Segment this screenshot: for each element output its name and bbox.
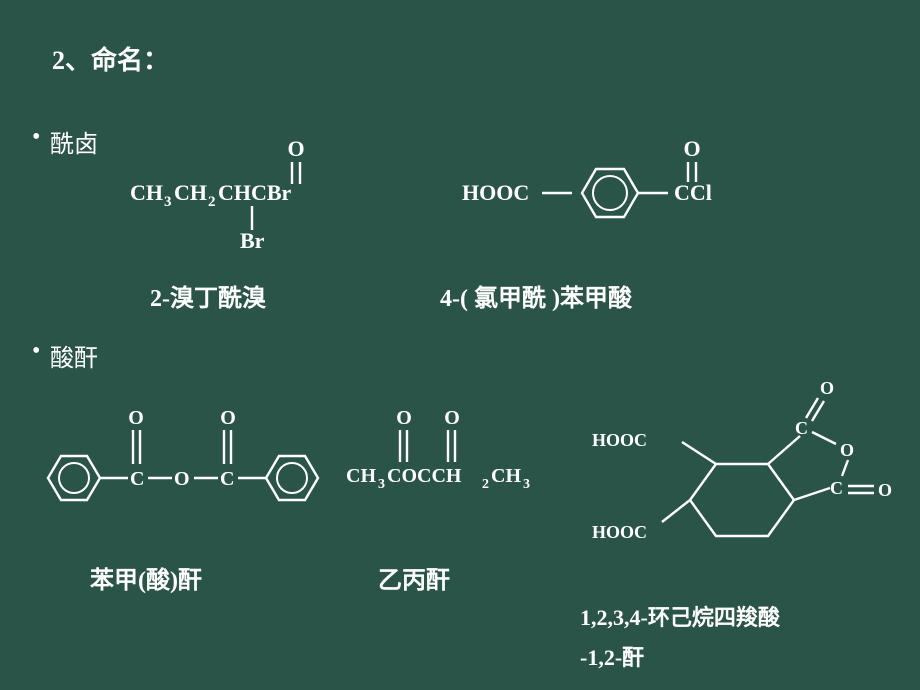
svg-text:O: O (878, 480, 892, 500)
structure-c1: O CH 3 CH 2 CHCBr Br (120, 138, 370, 258)
svg-text:3: 3 (523, 477, 530, 492)
svg-text:O: O (220, 407, 236, 429)
svg-text:C: C (220, 468, 234, 490)
svg-text:CH: CH (491, 465, 521, 487)
section-anhydride: 酸酐 (50, 338, 98, 373)
svg-text:O: O (820, 378, 834, 398)
svg-text:O: O (287, 138, 304, 161)
svg-text:2: 2 (208, 194, 216, 210)
svg-text:COCCH: COCCH (387, 465, 462, 487)
label-c1: 2-溴丁酰溴 (150, 278, 266, 313)
svg-text:CH: CH (346, 465, 376, 487)
structure-c3: C O O C O (32, 400, 342, 530)
label-c5-line1: 1,2,3,4-环己烷四羧酸 (580, 600, 780, 632)
structure-c5: HOOC HOOC C C O O O (590, 370, 910, 590)
svg-text:2: 2 (482, 477, 489, 492)
svg-text:CHCBr: CHCBr (218, 180, 292, 205)
svg-text:HOOC: HOOC (592, 430, 647, 450)
svg-text:O: O (128, 407, 144, 429)
svg-text:O: O (840, 440, 854, 460)
svg-text:O: O (174, 468, 190, 490)
structure-c4: O O CH 3 COCCH 2 CH 3 (340, 400, 570, 520)
svg-text:CCl: CCl (674, 180, 712, 205)
structure-c2: HOOC O CCl (460, 138, 820, 248)
svg-text:3: 3 (378, 477, 385, 492)
bullet-1: • (32, 124, 40, 151)
svg-text:O: O (396, 407, 412, 429)
label-c3: 苯甲(酸)酐 (90, 560, 202, 595)
page-title: 2、命名： (52, 40, 169, 77)
svg-text:Br: Br (240, 228, 265, 253)
bullet-2: • (32, 338, 40, 365)
svg-text:C: C (795, 418, 808, 438)
svg-text:CH: CH (174, 180, 207, 205)
label-c2: 4-( 氯甲酰 )苯甲酸 (440, 278, 632, 313)
svg-text:C: C (830, 478, 843, 498)
svg-text:HOOC: HOOC (592, 522, 647, 542)
svg-text:CH: CH (130, 180, 163, 205)
svg-text:3: 3 (164, 194, 172, 210)
svg-text:C: C (130, 468, 144, 490)
label-c4: 乙丙酐 (378, 560, 450, 595)
svg-text:HOOC: HOOC (462, 180, 529, 205)
svg-text:O: O (683, 138, 700, 161)
label-c5-line2: -1,2-酐 (580, 640, 644, 672)
svg-text:O: O (444, 407, 460, 429)
section-acyl-halide: 酰卤 (50, 124, 98, 159)
